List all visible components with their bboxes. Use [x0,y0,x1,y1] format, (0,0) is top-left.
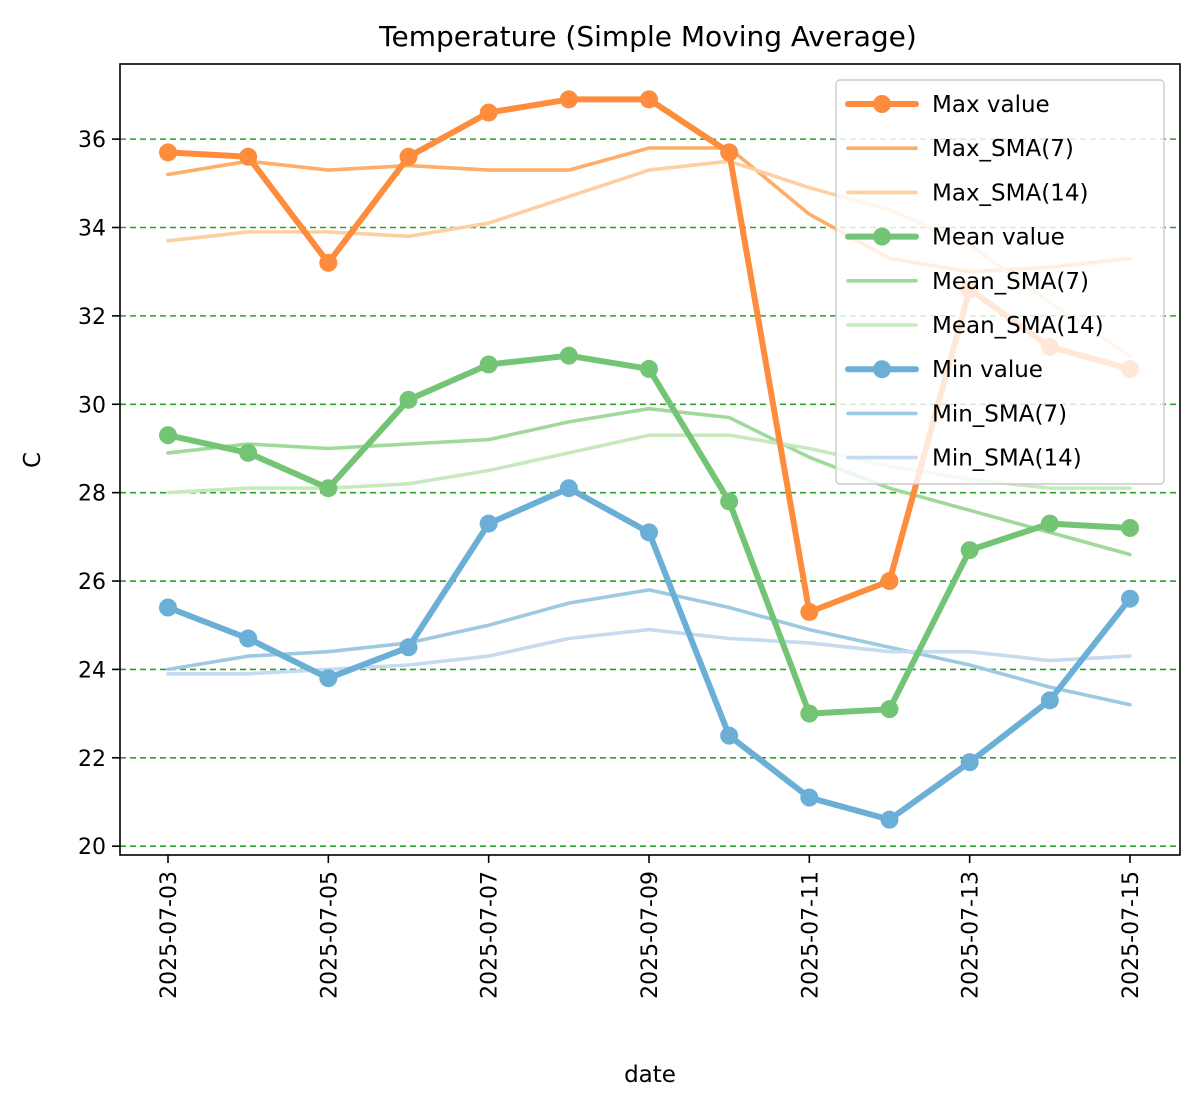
data-point [559,346,578,365]
data-point [800,704,819,723]
data-point [1040,691,1059,710]
legend-marker [873,95,891,113]
data-point [880,700,899,719]
series-mean-sma-7 [166,406,1132,557]
legend-item: Min value [845,357,1043,383]
legend-label: Max value [932,92,1050,118]
x-tick-label: 2025-07-11 [798,871,823,999]
data-point [720,492,739,511]
legend-item: Mean_SMA(7) [846,269,1089,295]
x-tick-label: 2025-07-07 [478,871,503,999]
data-point [159,598,177,617]
legend-item: Max_SMA(7) [846,136,1074,162]
data-point [720,726,739,745]
data-point [640,90,658,109]
series-min-sma-7 [166,588,1132,707]
data-point [1121,589,1139,608]
legend-label: Mean_SMA(7) [932,269,1089,295]
data-point [479,103,498,122]
data-point [559,479,578,498]
data-point [239,629,258,648]
y-tick-label: 24 [78,658,106,683]
y-tick-label: 20 [78,835,106,860]
data-point [1040,514,1059,533]
legend-item: Max_SMA(14) [846,180,1088,206]
y-tick-label: 22 [78,747,106,772]
data-point [479,355,498,374]
x-tick-label: 2025-07-09 [638,871,663,999]
y-tick-label: 34 [78,217,106,242]
y-tick-label: 36 [78,128,106,153]
x-axis-title: date [624,1062,676,1088]
data-point [319,669,338,688]
data-point [239,147,258,166]
data-point [559,90,578,109]
legend-marker [873,360,891,379]
series-min-value [159,479,1139,829]
data-point [640,359,658,378]
data-point [479,514,498,533]
legend-item: Min_SMA(7) [846,401,1067,427]
x-tick-label: 2025-07-03 [157,871,182,999]
legend-label: Min_SMA(14) [932,446,1082,472]
y-tick-label: 30 [78,393,106,418]
data-point [319,253,338,272]
series-line-mean-sma-7 [166,406,1132,557]
legend-box [835,79,1165,485]
data-point [159,143,177,162]
y-tick-label: 26 [78,570,106,595]
data-point [399,390,418,409]
chart-title: Temperature (Simple Moving Average) [378,20,917,53]
data-point [880,572,899,591]
legend-item: Mean value [845,225,1065,251]
legend: Max value Max_SMA(7) Max_SMA(14) Mean value… [835,79,1165,485]
data-point [960,541,979,560]
legend-item: Mean_SMA(14) [846,313,1104,339]
data-point [239,443,258,462]
y-axis-title: C [20,452,46,468]
data-point [399,147,418,166]
x-axis: 2025-07-03 2025-07-05 2025-07-07 2025-07-09… [157,855,1144,999]
y-axis: 20 22 24 26 28 30 32 34 36 [78,128,120,860]
legend-label: Min_SMA(7) [932,401,1067,427]
legend-label: Min value [932,357,1043,383]
legend-item: Min_SMA(14) [846,446,1082,472]
data-point [880,810,899,829]
data-point [800,788,819,807]
legend-item: Max value [845,92,1050,118]
legend-label: Mean_SMA(14) [932,313,1104,339]
y-tick-label: 28 [78,482,106,507]
data-point [159,426,177,445]
y-tick-label: 32 [78,305,106,330]
x-tick-label: 2025-07-05 [317,871,342,999]
data-point [800,602,819,621]
legend-marker [873,227,891,246]
x-tick-label: 2025-07-15 [1119,871,1144,999]
data-point [640,523,658,542]
data-point [399,638,418,657]
x-tick-label: 2025-07-13 [959,871,984,999]
series-line-min-sma-7 [166,588,1132,707]
data-point [1121,518,1139,537]
data-point [960,753,979,772]
legend-label: Max_SMA(14) [932,180,1088,206]
data-point [720,143,739,162]
legend-label: Max_SMA(7) [932,136,1074,162]
legend-label: Mean value [932,225,1065,251]
plot-frame [119,63,1181,856]
data-point [319,479,338,498]
series-mean-value [159,346,1139,723]
